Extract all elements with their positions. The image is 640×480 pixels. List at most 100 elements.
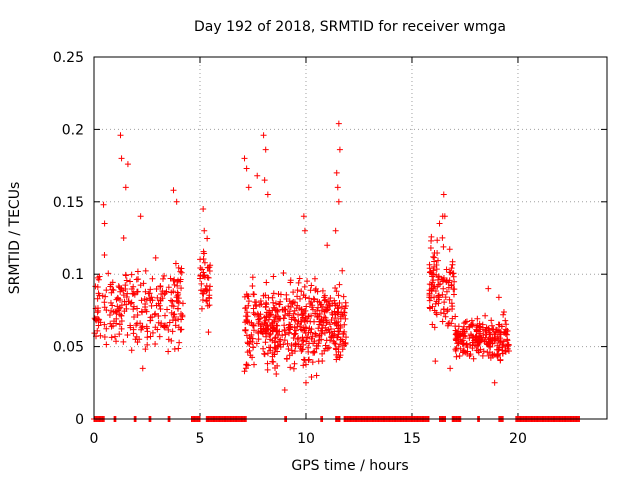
data-point bbox=[439, 234, 446, 241]
data-point bbox=[339, 267, 346, 274]
data-point bbox=[152, 310, 159, 317]
data-point bbox=[434, 257, 441, 264]
data-point bbox=[486, 331, 493, 338]
data-point bbox=[300, 292, 307, 299]
data-point bbox=[197, 256, 204, 263]
data-point bbox=[291, 331, 298, 338]
data-point bbox=[107, 281, 114, 288]
data-point bbox=[483, 324, 490, 331]
x-tick-label: 0 bbox=[90, 431, 99, 447]
data-point bbox=[165, 284, 172, 291]
data-point bbox=[147, 317, 154, 324]
data-point bbox=[145, 290, 152, 297]
data-point bbox=[433, 271, 440, 278]
data-point bbox=[249, 274, 256, 281]
data-point bbox=[331, 308, 338, 315]
data-point bbox=[95, 290, 102, 297]
data-point bbox=[94, 295, 101, 302]
data-point bbox=[448, 282, 455, 289]
data-point bbox=[274, 362, 281, 369]
data-point bbox=[315, 313, 322, 320]
data-point bbox=[461, 329, 468, 336]
data-point bbox=[497, 328, 504, 335]
data-point bbox=[286, 324, 292, 331]
data-point bbox=[290, 310, 297, 317]
data-point bbox=[287, 321, 294, 328]
data-point bbox=[470, 321, 477, 328]
data-point bbox=[263, 279, 270, 286]
data-point bbox=[94, 309, 101, 316]
data-point bbox=[287, 304, 294, 311]
data-point bbox=[333, 169, 340, 176]
data-point bbox=[175, 299, 182, 306]
data-point bbox=[171, 346, 178, 353]
data-point bbox=[205, 274, 212, 281]
data-point bbox=[338, 303, 345, 310]
data-point bbox=[495, 346, 502, 353]
data-point bbox=[201, 250, 208, 257]
data-point bbox=[274, 322, 281, 329]
data-point bbox=[130, 330, 137, 337]
data-point bbox=[311, 275, 318, 282]
data-point bbox=[287, 277, 294, 284]
data-point bbox=[142, 300, 149, 307]
data-point bbox=[206, 302, 213, 309]
data-point bbox=[315, 343, 322, 350]
data-point bbox=[134, 288, 141, 295]
data-point bbox=[317, 327, 324, 334]
data-point bbox=[200, 272, 207, 279]
data-point bbox=[258, 301, 265, 308]
data-point bbox=[455, 340, 462, 347]
data-point bbox=[332, 302, 339, 309]
data-point bbox=[121, 308, 128, 315]
data-point bbox=[494, 342, 501, 349]
data-point bbox=[301, 357, 308, 364]
data-point bbox=[165, 336, 172, 343]
data-point bbox=[249, 335, 256, 342]
data-point bbox=[308, 299, 315, 306]
data-point bbox=[300, 213, 307, 220]
data-point bbox=[320, 294, 327, 301]
data-point bbox=[431, 294, 438, 301]
data-point bbox=[315, 325, 322, 332]
data-points bbox=[91, 120, 512, 394]
data-point bbox=[277, 341, 284, 348]
data-point bbox=[246, 347, 253, 354]
data-point bbox=[428, 237, 435, 244]
data-point bbox=[198, 287, 205, 294]
data-point bbox=[452, 347, 459, 354]
data-point bbox=[327, 321, 334, 328]
data-point bbox=[101, 304, 108, 311]
data-point bbox=[324, 345, 331, 352]
data-point bbox=[134, 305, 141, 312]
data-point bbox=[318, 336, 325, 343]
data-point bbox=[335, 343, 342, 350]
data-point bbox=[161, 291, 168, 298]
data-point bbox=[142, 346, 149, 353]
data-point bbox=[325, 298, 332, 305]
data-point bbox=[263, 333, 270, 340]
data-point bbox=[197, 272, 204, 279]
data-point bbox=[161, 272, 168, 279]
data-point bbox=[128, 299, 135, 306]
data-point bbox=[275, 313, 282, 320]
data-point bbox=[295, 279, 302, 286]
data-point bbox=[175, 324, 182, 331]
y-tick-label: 0.05 bbox=[53, 340, 84, 356]
data-point bbox=[272, 314, 279, 321]
data-point bbox=[436, 294, 443, 301]
data-point bbox=[148, 302, 155, 309]
data-point bbox=[292, 327, 299, 334]
data-point bbox=[328, 309, 335, 316]
data-point bbox=[446, 246, 453, 253]
data-point bbox=[157, 305, 164, 312]
data-point bbox=[274, 331, 281, 338]
data-point bbox=[505, 342, 512, 349]
data-point bbox=[147, 286, 154, 293]
data-point bbox=[176, 339, 183, 346]
data-point bbox=[427, 245, 434, 252]
data-point bbox=[204, 298, 211, 305]
data-point bbox=[206, 287, 213, 294]
data-point bbox=[116, 311, 123, 318]
data-point bbox=[335, 331, 342, 338]
